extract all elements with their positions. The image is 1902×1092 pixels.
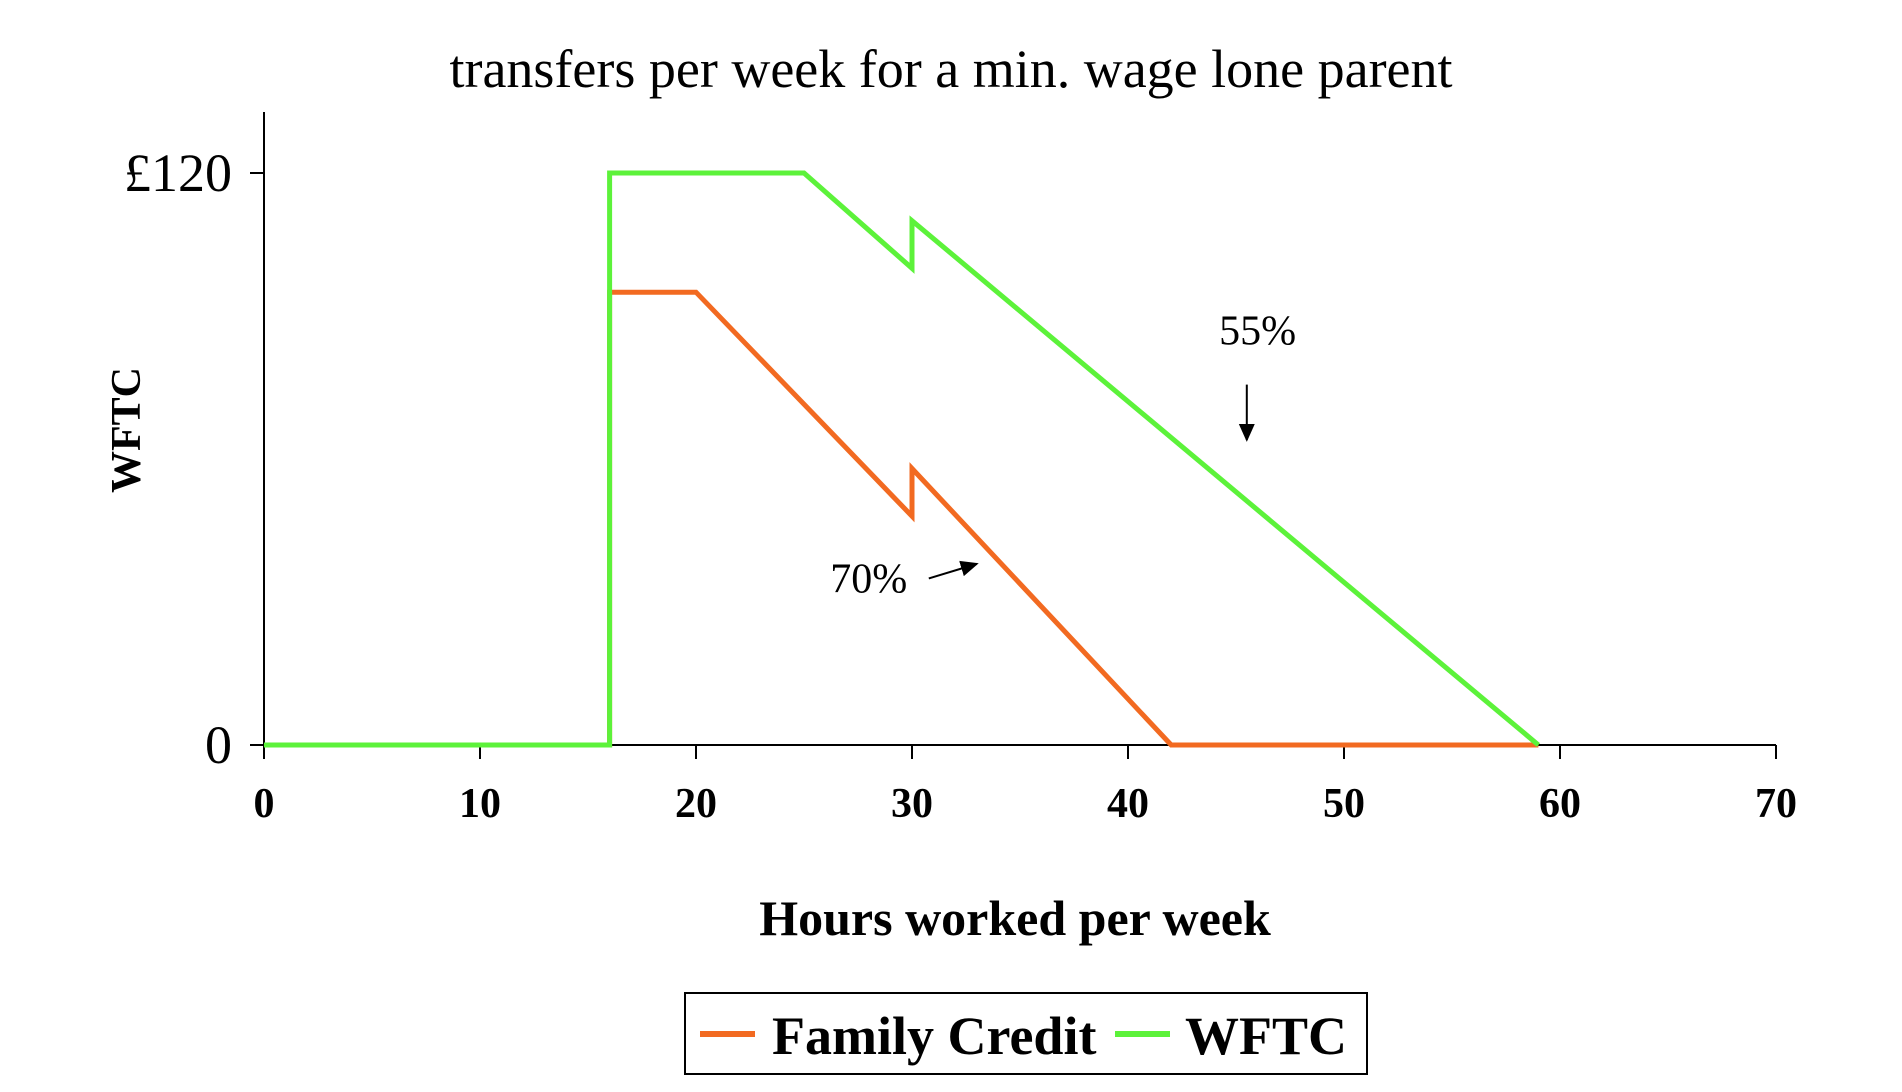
x-tick-label: 60 <box>1539 781 1581 827</box>
series-line-wftc <box>264 170 1541 748</box>
y-tick-label: £120 <box>124 143 232 203</box>
x-tick-label: 0 <box>254 781 275 827</box>
y-axis-label: WFTC <box>104 367 150 493</box>
x-tick-label: 70 <box>1755 781 1797 827</box>
annotation-arrow <box>928 560 979 580</box>
x-tick-label: 40 <box>1107 781 1149 827</box>
chart-title: transfers per week for a min. wage lone … <box>449 39 1452 99</box>
annotation-label: 70% <box>830 556 907 602</box>
x-axis-label: Hours worked per week <box>759 890 1271 946</box>
legend-label-wftc: WFTC <box>1185 1006 1347 1066</box>
y-tick-label: 0 <box>205 715 232 775</box>
legend: Family Credit WFTC <box>684 992 1368 1075</box>
x-tick-label: 50 <box>1323 781 1365 827</box>
y-ticks: 0 £120 <box>124 143 264 775</box>
series-line-family-credit <box>264 289 1539 748</box>
series-layer <box>264 170 1541 748</box>
x-tick-label: 20 <box>675 781 717 827</box>
x-ticks: 0 10 20 30 40 50 60 70 <box>254 745 1797 827</box>
annotations: 70% 55% <box>830 309 1296 603</box>
legend-box <box>684 992 1368 1075</box>
legend-label-family-credit: Family Credit <box>772 1006 1096 1066</box>
axes <box>263 112 1776 746</box>
x-tick-label: 30 <box>891 781 933 827</box>
annotation-label: 55% <box>1219 309 1296 355</box>
x-tick-label: 10 <box>459 781 501 827</box>
